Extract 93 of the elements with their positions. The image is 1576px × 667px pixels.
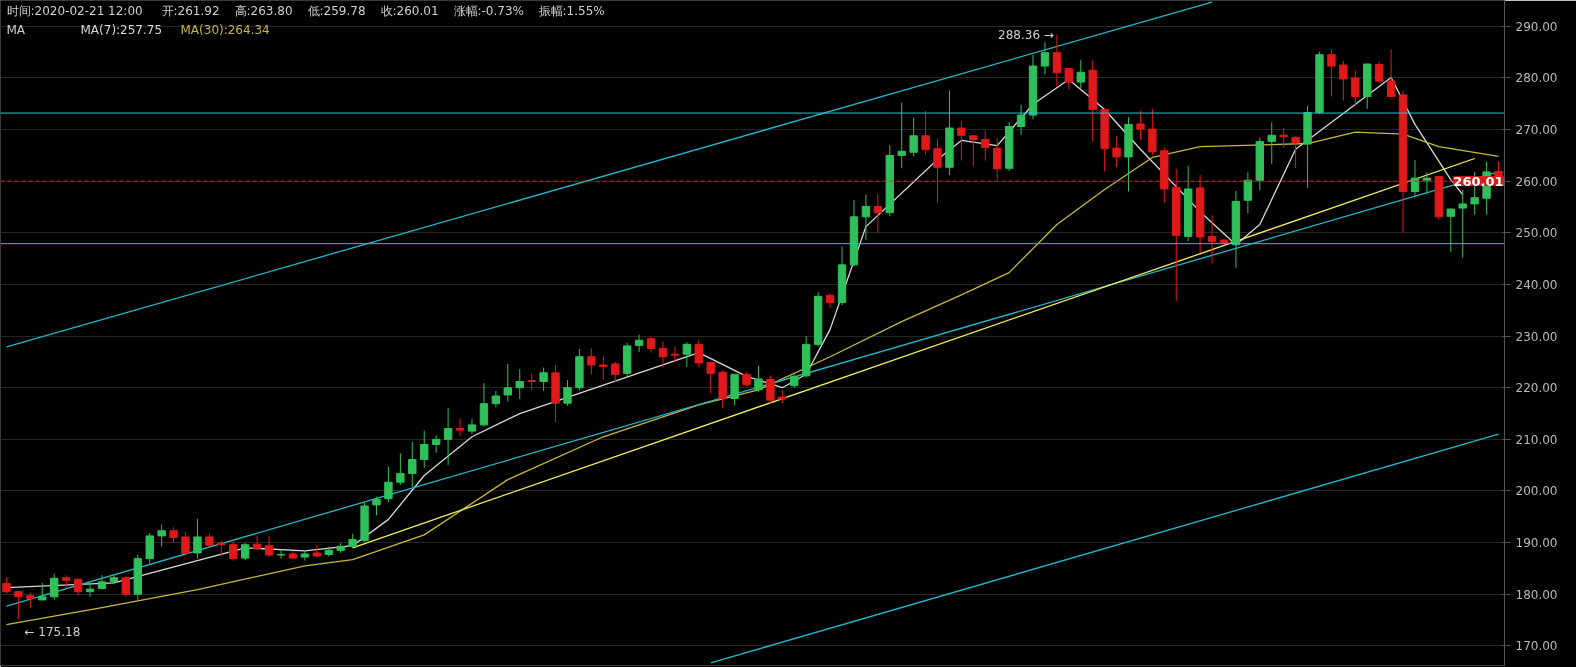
candlestick (539, 367, 548, 392)
y-tick-label: 280.00 (1515, 71, 1558, 86)
candlestick (1327, 48, 1336, 98)
candlestick (670, 345, 680, 363)
candlestick (467, 418, 477, 435)
candlestick (1291, 135, 1300, 169)
candlestick (408, 441, 417, 488)
y-tick-label: 250.00 (1515, 226, 1558, 241)
candlestick (300, 549, 310, 562)
candlestick (503, 363, 512, 403)
candlestick (981, 130, 990, 162)
candlestick (1052, 34, 1062, 88)
candlestick (1339, 60, 1348, 102)
candlestick (145, 532, 154, 565)
candlestick (897, 102, 906, 169)
annotation: MA (6, 22, 26, 37)
candlestick (1016, 104, 1026, 136)
annotation: 收:260.01 (380, 3, 439, 18)
candlestick (873, 193, 883, 234)
y-tick-label: 260.00 (1515, 174, 1558, 189)
candlestick (420, 430, 429, 469)
candlestick (1374, 60, 1384, 84)
candlestick (682, 341, 692, 368)
candlestick (969, 134, 978, 167)
candlestick (1279, 127, 1288, 149)
candlestick (14, 590, 23, 620)
candlestick (455, 417, 465, 437)
candlestick (229, 538, 238, 562)
annotation: 高:263.80 (234, 3, 293, 18)
candlestick (1458, 189, 1467, 259)
candlestick (1267, 121, 1276, 165)
candlestick (1040, 41, 1050, 75)
candlestick (1243, 171, 1253, 214)
candlestick (1386, 49, 1396, 98)
y-tick-label: 210.00 (1515, 432, 1558, 447)
candlestick (121, 575, 131, 598)
candlestick (634, 334, 644, 353)
candlestick (957, 120, 966, 162)
candlestick (825, 292, 835, 309)
ref-line-label: 260.01 (1453, 173, 1504, 189)
annotation: 低:259.78 (307, 3, 366, 18)
candlestick (909, 117, 918, 157)
candlestick (754, 365, 763, 393)
annotation: ← 175.18 (24, 625, 81, 640)
y-tick-label: 240.00 (1515, 277, 1558, 292)
candlestick (479, 382, 489, 427)
candlestick (396, 452, 405, 486)
candlestick (1064, 67, 1074, 90)
candlestick (694, 339, 703, 368)
candlestick (157, 524, 166, 548)
candlestick (1351, 69, 1360, 107)
annotation: 288.36 → (998, 27, 1054, 42)
candlestick (1112, 135, 1121, 168)
annotation: 开:261.92 (161, 3, 220, 18)
candlestick (1207, 214, 1217, 264)
candlestick (276, 548, 286, 560)
candlestick (658, 340, 668, 369)
candlestick (384, 466, 393, 503)
annotation: 时间:2020-02-21 12:00 (6, 3, 143, 18)
candlestick (861, 194, 871, 241)
candlestick (85, 581, 95, 598)
annotation: 涨幅:-0.73% (453, 3, 524, 18)
candlestick (372, 496, 381, 516)
candlestick (264, 535, 274, 558)
y-tick-label: 270.00 (1515, 123, 1558, 138)
candlestick (1076, 59, 1085, 89)
y-tick-label: 200.00 (1515, 484, 1558, 499)
candlestick (611, 361, 620, 383)
candlestick (766, 375, 775, 404)
y-tick-label: 170.00 (1515, 639, 1558, 654)
candlestick (50, 573, 59, 601)
candlestick (443, 407, 453, 466)
y-tick-label: 180.00 (1515, 587, 1558, 602)
candlestick (587, 347, 596, 375)
text: MA(7):257.75 (80, 22, 163, 37)
y-tick-label: 290.00 (1515, 19, 1558, 34)
y-tick-label: 220.00 (1515, 381, 1558, 396)
candlestick (921, 110, 930, 155)
candlestick (599, 355, 608, 380)
candlestick (515, 368, 524, 400)
candlestick (193, 518, 202, 560)
candlestick (181, 531, 190, 557)
y-tick-label: 230.00 (1515, 329, 1558, 344)
text: MA(30):264.34 (180, 22, 270, 37)
y-tick-label: 190.00 (1515, 536, 1558, 551)
candlestick (1148, 108, 1157, 156)
candlestick (1446, 208, 1455, 253)
candlestick (706, 360, 715, 394)
candlestick (1136, 110, 1145, 141)
candlestick (563, 379, 572, 407)
candlestick (1422, 171, 1432, 196)
candlestick (1410, 159, 1420, 198)
annotation: 振幅:1.55% (538, 3, 605, 18)
